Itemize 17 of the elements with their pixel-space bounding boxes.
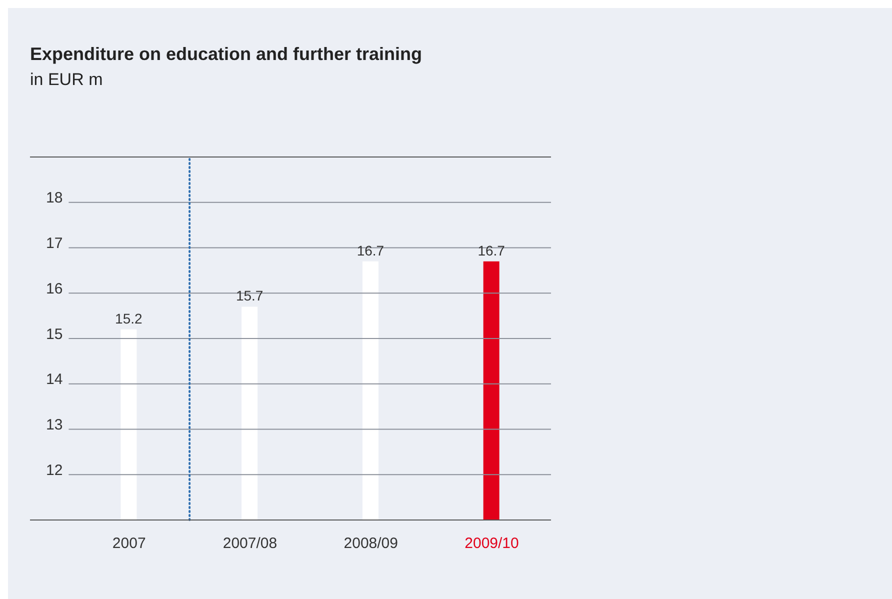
x-tick-label: 2007 — [112, 535, 146, 552]
data-label: 15.7 — [236, 288, 264, 304]
y-tick-label: 14 — [46, 371, 63, 388]
y-tick-label: 16 — [46, 280, 63, 298]
x-tick-label: 2008/09 — [344, 535, 398, 552]
chart-title: Expenditure on education and further training — [30, 44, 422, 65]
x-tick-label: 2009/10 — [464, 535, 519, 552]
data-label: 15.2 — [115, 310, 143, 326]
y-tick-label: 15 — [46, 326, 63, 343]
x-tick-label: 2007/08 — [222, 535, 278, 552]
chart-subtitle: in EUR m — [30, 70, 103, 90]
y-tick-label: 17 — [46, 235, 63, 252]
data-label: 16.7 — [478, 242, 506, 258]
y-tick-label: 13 — [46, 416, 63, 434]
y-tick-label: 12 — [46, 462, 63, 479]
data-label: 16.7 — [356, 242, 384, 258]
y-tick-label: 18 — [46, 190, 63, 207]
